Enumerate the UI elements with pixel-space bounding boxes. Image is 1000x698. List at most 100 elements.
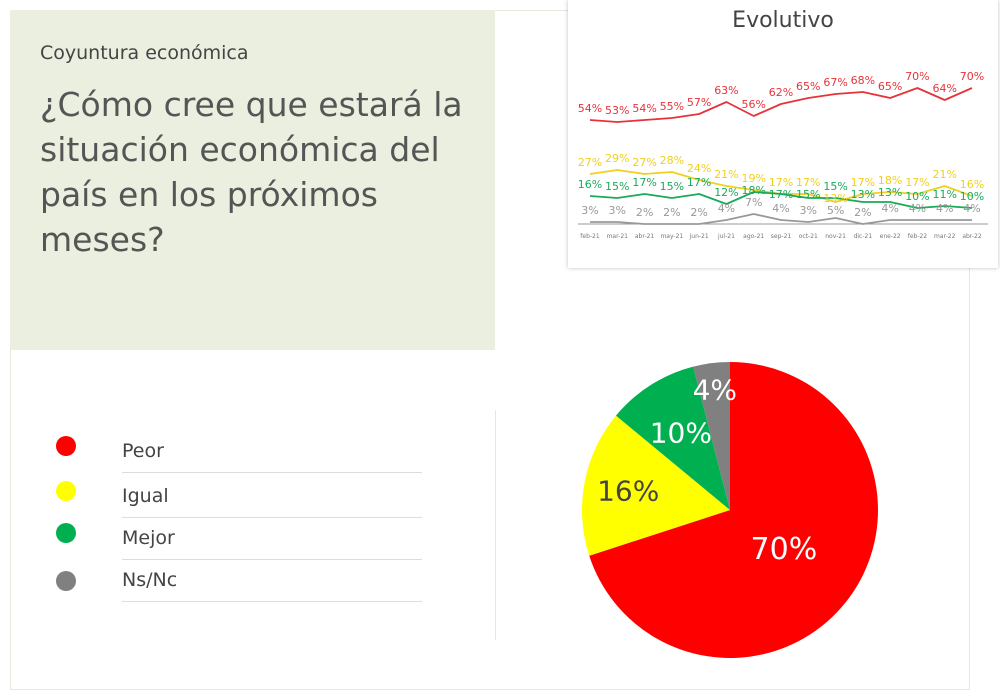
data-label: 54% — [578, 102, 602, 115]
data-label: 65% — [878, 80, 902, 93]
x-tick-label: mar-21 — [607, 233, 629, 240]
question-panel — [10, 10, 495, 350]
data-label: 27% — [632, 156, 656, 169]
data-label: 17% — [905, 176, 929, 189]
data-label: 54% — [632, 102, 656, 115]
data-label: 4% — [936, 202, 953, 215]
data-label: 64% — [932, 82, 956, 95]
x-tick-label: abr-21 — [635, 233, 655, 240]
data-label: 27% — [578, 156, 602, 169]
pie-data-label: 4% — [693, 374, 737, 407]
x-tick-label: nov-21 — [825, 233, 846, 240]
x-tick-label: jul-21 — [717, 233, 735, 240]
data-label: 68% — [851, 74, 875, 87]
data-label: 65% — [796, 80, 820, 93]
data-label: 7% — [745, 196, 762, 209]
data-label: 15% — [605, 180, 629, 193]
legend-dot-icon — [56, 571, 76, 591]
data-label: 70% — [905, 70, 929, 83]
pie-slice-nsnc — [693, 362, 730, 510]
series-line-mejor — [589, 191, 973, 209]
data-label: 21% — [932, 168, 956, 181]
data-label: 4% — [909, 202, 926, 215]
data-label: 16% — [960, 178, 984, 191]
data-label: 12% — [714, 186, 738, 199]
legend-item-nsnc: Ns/Nc — [50, 559, 422, 602]
x-tick-label: jun-21 — [689, 233, 709, 240]
data-label: 17% — [632, 176, 656, 189]
data-label: 18% — [878, 174, 902, 187]
x-tick-label: dic-21 — [854, 233, 873, 240]
data-label: 62% — [769, 86, 793, 99]
data-label: 15% — [660, 180, 684, 193]
data-label: 53% — [605, 104, 629, 117]
data-label: 11% — [932, 188, 956, 201]
legend-item-mejor: Mejor — [50, 517, 422, 560]
legend-item-peor: Peor — [50, 430, 422, 473]
data-label: 28% — [660, 154, 684, 167]
data-label: 67% — [823, 76, 847, 89]
legend-label: Ns/Nc — [122, 569, 422, 602]
data-label: 55% — [660, 100, 684, 113]
data-label: 3% — [609, 204, 626, 217]
data-label: 57% — [687, 96, 711, 109]
legend-dot-icon — [56, 523, 76, 543]
pie-slice-igual — [582, 415, 730, 556]
data-label: 56% — [741, 98, 765, 111]
data-label: 70% — [960, 70, 984, 83]
x-tick-label: sep-21 — [771, 233, 792, 240]
data-label: 4% — [963, 202, 980, 215]
data-label: 4% — [881, 202, 898, 215]
data-label: 29% — [605, 152, 629, 165]
evolution-chart-panel: Evolutivo feb-21 mar-21 abr-21 may-21 jun-21… — [568, 0, 998, 268]
data-label: 16% — [578, 178, 602, 191]
data-label: 21% — [714, 168, 738, 181]
data-label: 13% — [851, 188, 875, 201]
section-subtitle: Coyuntura económica — [40, 42, 249, 64]
pie-slice-mejor — [615, 366, 730, 510]
pie-slice-peor — [589, 362, 878, 658]
data-label: 17% — [769, 188, 793, 201]
series-line-peor — [589, 87, 973, 123]
data-label: 17% — [687, 176, 711, 189]
data-label: 13% — [878, 186, 902, 199]
x-tick-label: ago-21 — [743, 233, 764, 240]
chart-title: Evolutivo — [732, 8, 834, 33]
pie-data-label: 70% — [751, 532, 818, 567]
divider — [495, 410, 496, 640]
data-label: 4% — [718, 202, 735, 215]
x-tick-label: feb-21 — [580, 233, 600, 240]
data-label: 2% — [636, 206, 653, 219]
legend-label: Mejor — [122, 527, 422, 560]
data-label: 3% — [800, 204, 817, 217]
legend-label: Igual — [122, 485, 422, 518]
data-label: 4% — [772, 202, 789, 215]
legend-dot-icon — [56, 481, 76, 501]
data-label: 2% — [663, 206, 680, 219]
data-label: 15% — [823, 180, 847, 193]
data-label: 15% — [796, 188, 820, 201]
data-label: 17% — [769, 176, 793, 189]
x-tick-label: mar-22 — [934, 233, 956, 240]
line-chart: feb-21 mar-21 abr-21 may-21 jun-21 jul-21 ago-… — [578, 70, 988, 240]
data-label: 10% — [960, 190, 984, 203]
data-label: 3% — [581, 204, 598, 217]
data-label: 10% — [905, 190, 929, 203]
data-label: 2% — [854, 206, 871, 219]
data-label: 2% — [690, 206, 707, 219]
x-tick-label: ene-22 — [880, 233, 901, 240]
data-label: 24% — [687, 162, 711, 175]
pie-data-label: 10% — [650, 417, 712, 450]
x-tick-label: may-21 — [660, 233, 683, 240]
data-label: 18% — [741, 184, 765, 197]
data-label: 19% — [741, 172, 765, 185]
series-line-nsnc — [590, 213, 972, 225]
legend-label: Peor — [122, 440, 422, 473]
data-label: 63% — [714, 84, 738, 97]
x-tick-label: oct-21 — [799, 233, 818, 240]
x-tick-label: abr-22 — [962, 233, 982, 240]
data-label: 5% — [827, 204, 844, 217]
pie-data-label: 16% — [597, 475, 659, 508]
legend-dot-icon — [56, 436, 76, 456]
